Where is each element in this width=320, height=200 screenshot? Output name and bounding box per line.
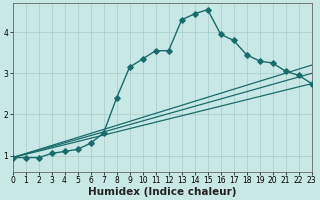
X-axis label: Humidex (Indice chaleur): Humidex (Indice chaleur) [88,187,236,197]
